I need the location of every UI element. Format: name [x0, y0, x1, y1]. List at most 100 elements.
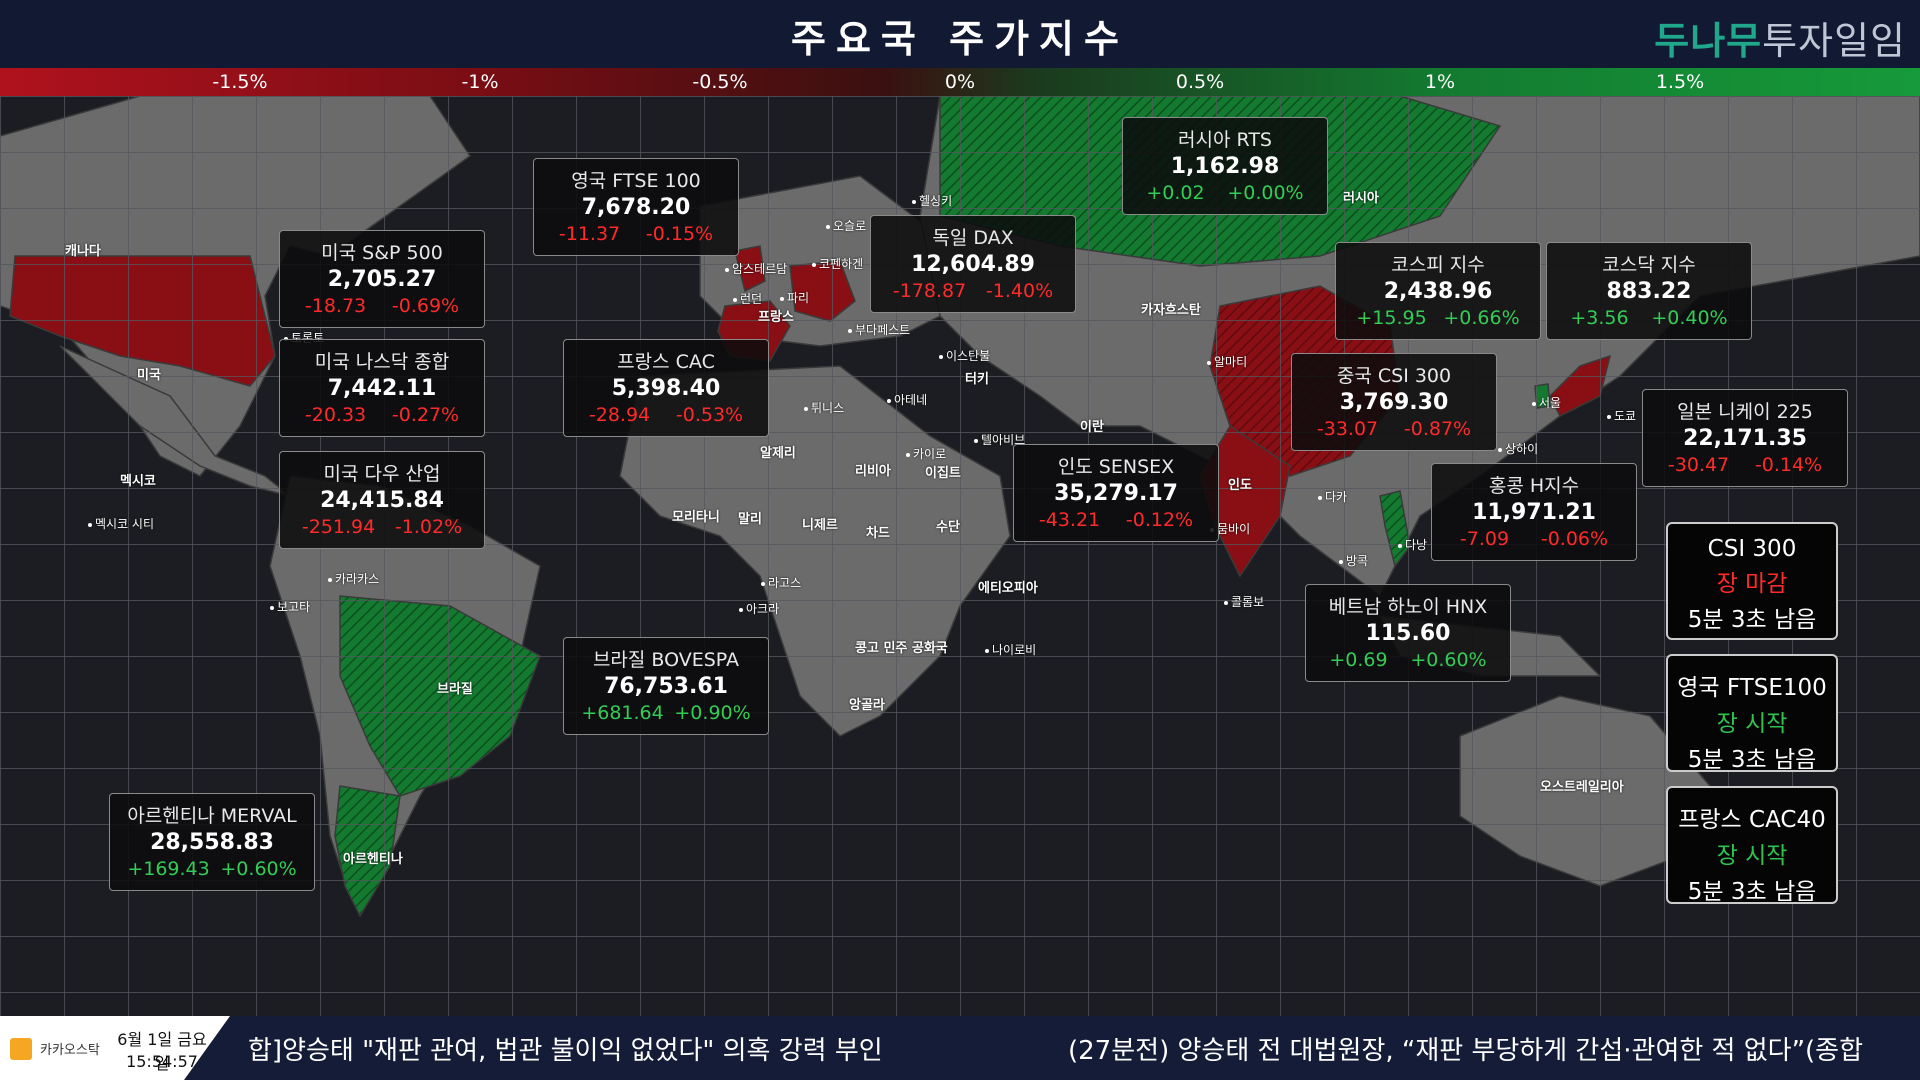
ticker-brand-panel: 카카오스탁 6월 1일 금요일 15:54:57 — [0, 1016, 230, 1080]
timer-market-name: CSI 300 — [1707, 536, 1797, 562]
index-change: -33.07 — [1316, 418, 1379, 440]
city-label-copenhagen: 코펜하겐 — [812, 255, 863, 272]
index-card-csi[interactable]: 중국 CSI 300 3,769.30 -33.07 -0.87% — [1291, 353, 1497, 451]
country-label-usa: 미국 — [137, 368, 161, 383]
index-change: +3.56 — [1570, 307, 1629, 329]
country-label-ethiopia: 에티오피아 — [978, 581, 1038, 596]
city-label-tokyo: 도쿄 — [1607, 407, 1636, 424]
city-label-accra: 아크라 — [739, 600, 779, 617]
index-change: -43.21 — [1038, 509, 1101, 531]
index-card-cac[interactable]: 프랑스 CAC 5,398.40 -28.94 -0.53% — [563, 339, 769, 437]
country-label-mali: 말리 — [738, 512, 762, 527]
index-name: 브라질 BOVESPA — [592, 649, 740, 671]
index-value: 28,558.83 — [150, 830, 274, 855]
index-value: 2,705.27 — [327, 267, 437, 292]
market-timer-ftse100: 영국 FTSE100 장 시작 5분 3초 남음 — [1666, 654, 1838, 773]
country-label-libya: 리비아 — [855, 464, 891, 479]
timer-remaining: 5분 3초 남음 — [1687, 607, 1817, 633]
city-label-mumbai: 뭄바이 — [1210, 520, 1250, 537]
index-change-pct: +0.60% — [220, 858, 297, 880]
index-change-pct: -1.02% — [394, 516, 463, 538]
index-value: 24,415.84 — [320, 488, 444, 513]
index-card-merval[interactable]: 아르헨티나 MERVAL 28,558.83 +169.43 +0.60% — [109, 793, 315, 891]
country-label-india: 인도 — [1228, 478, 1252, 493]
index-name: 코스피 지수 — [1391, 254, 1485, 276]
city-label-helsinki: 헬싱키 — [912, 192, 952, 209]
index-change-pct: -0.06% — [1540, 528, 1609, 550]
index-name: 독일 DAX — [932, 227, 1014, 249]
scale-tick: 1% — [1424, 71, 1456, 93]
color-scale-bar: -1.5% -1% -0.5% 0% 0.5% 1% 1.5% — [0, 68, 1920, 96]
city-label-seoul: 서울 — [1532, 394, 1561, 411]
country-label-angola: 앙골라 — [849, 698, 885, 713]
timer-market-name: 영국 FTSE100 — [1677, 675, 1827, 701]
index-name: 일본 니케이 225 — [1677, 401, 1813, 423]
index-name: 프랑스 CAC — [617, 351, 715, 373]
index-card-dax[interactable]: 독일 DAX 12,604.89 -178.87 -1.40% — [870, 215, 1076, 313]
scale-tick: -0.5% — [692, 71, 748, 93]
index-card-dow[interactable]: 미국 다우 산업 24,415.84 -251.94 -1.02% — [279, 451, 485, 549]
index-change: -11.37 — [558, 223, 621, 245]
index-card-sensex[interactable]: 인도 SENSEX 35,279.17 -43.21 -0.12% — [1013, 444, 1219, 542]
index-change-pct: -0.12% — [1125, 509, 1194, 531]
timer-remaining: 5분 3초 남음 — [1687, 879, 1817, 905]
country-label-brazil: 브라질 — [437, 682, 473, 697]
brand-logo: 두나무투자일임 — [1654, 10, 1906, 65]
index-change-pct: -0.53% — [675, 404, 744, 426]
index-name: 베트남 하노이 HNX — [1328, 596, 1488, 618]
index-change-pct: +0.40% — [1651, 307, 1728, 329]
index-card-nasdaq[interactable]: 미국 나스닥 종합 7,442.11 -20.33 -0.27% — [279, 339, 485, 437]
country-label-iran: 이란 — [1080, 420, 1104, 435]
index-card-hnx[interactable]: 베트남 하노이 HNX 115.60 +0.69 +0.60% — [1305, 584, 1511, 682]
index-name: 미국 S&P 500 — [321, 242, 443, 264]
country-label-egypt: 이집트 — [925, 466, 961, 481]
index-card-bovespa[interactable]: 브라질 BOVESPA 76,753.61 +681.64 +0.90% — [563, 637, 769, 735]
index-value: 7,678.20 — [581, 195, 691, 220]
timer-status: 장 시작 — [1716, 711, 1788, 737]
country-label-australia: 오스트레일리아 — [1540, 780, 1624, 795]
index-name: 러시아 RTS — [1178, 129, 1272, 151]
index-change: -28.94 — [588, 404, 651, 426]
country-label-algeria: 알제리 — [760, 446, 796, 461]
logo-part-2: 투자일임 — [1762, 19, 1906, 63]
ticker-date: 6월 1일 금요일 — [117, 1030, 207, 1073]
index-card-sp500[interactable]: 미국 S&P 500 2,705.27 -18.73 -0.69% — [279, 230, 485, 328]
index-name: 코스닥 지수 — [1602, 254, 1696, 276]
index-value: 12,604.89 — [911, 252, 1035, 277]
country-label-kazakhstan: 카자흐스탄 — [1141, 303, 1201, 318]
index-change: -30.47 — [1667, 454, 1730, 476]
country-label-chad: 차드 — [866, 526, 890, 541]
index-name: 아르헨티나 MERVAL — [127, 805, 297, 827]
index-value: 7,442.11 — [327, 376, 437, 401]
header-bar: 주요국 주가지수 두나무투자일임 — [0, 0, 1920, 68]
index-change: -18.73 — [304, 295, 367, 317]
index-name: 인도 SENSEX — [1057, 456, 1175, 478]
news-headline-2[interactable]: (27분전) 양승태 전 대법원장, “재판 부당하게 간섭·관여한 적 없다”… — [1068, 1036, 1864, 1066]
index-card-rts[interactable]: 러시아 RTS 1,162.98 +0.02 +0.00% — [1122, 117, 1328, 215]
index-value: 11,971.21 — [1472, 500, 1596, 525]
city-label-paris: 파리 — [780, 289, 809, 306]
city-label-oslo: 오슬로 — [826, 217, 866, 234]
scale-tick: -1% — [461, 71, 499, 93]
index-change-pct: -0.15% — [645, 223, 714, 245]
index-card-ftse[interactable]: 영국 FTSE 100 7,678.20 -11.37 -0.15% — [533, 158, 739, 256]
index-card-nikkei[interactable]: 일본 니케이 225 22,171.35 -30.47 -0.14% — [1642, 389, 1848, 487]
index-card-hsi[interactable]: 홍콩 H지수 11,971.21 -7.09 -0.06% — [1431, 463, 1637, 561]
index-name: 중국 CSI 300 — [1336, 365, 1452, 387]
news-headline-1[interactable]: 합]양승태 "재판 관여, 법관 불이익 없었다" 의혹 강력 부인 — [248, 1036, 883, 1066]
index-value: 5,398.40 — [611, 376, 721, 401]
index-change: -178.87 — [892, 280, 967, 302]
country-label-turkey: 터키 — [965, 372, 989, 387]
index-card-kosdaq[interactable]: 코스닥 지수 883.22 +3.56 +0.40% — [1546, 242, 1752, 340]
scale-tick: -1.5% — [212, 71, 268, 93]
scale-tick: 1.5% — [1655, 71, 1705, 93]
index-card-kospi[interactable]: 코스피 지수 2,438.96 +15.95 +0.66% — [1335, 242, 1541, 340]
index-change: +0.69 — [1329, 649, 1388, 671]
city-label-lagos: 라고스 — [761, 574, 801, 591]
city-label-mexicocity: 멕시코 시티 — [88, 515, 154, 532]
index-change: -20.33 — [304, 404, 367, 426]
city-label-telaviv: 텔아비브 — [974, 431, 1025, 448]
index-value: 1,162.98 — [1170, 154, 1280, 179]
city-label-tunis: 튀니스 — [804, 399, 844, 416]
scale-tick: 0% — [944, 71, 976, 93]
